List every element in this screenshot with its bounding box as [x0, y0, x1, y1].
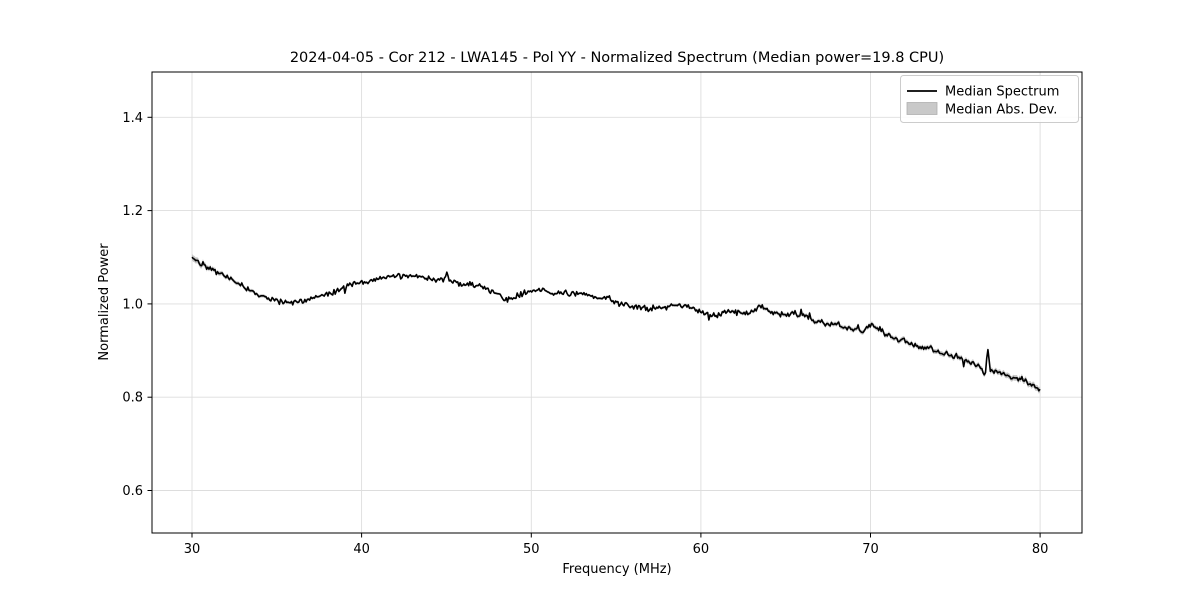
x-axis-label: Frequency (MHz)	[562, 562, 671, 577]
x-tick-label: 50	[523, 542, 540, 557]
y-tick-label: 0.6	[122, 484, 143, 499]
legend: Median Spectrum Median Abs. Dev.	[900, 75, 1079, 123]
y-tick-label: 1.4	[122, 111, 143, 126]
y-tick-label: 1.2	[122, 204, 143, 219]
legend-entry-median-spectrum: Median Spectrum	[945, 85, 1059, 100]
median-spectrum-line	[191, 256, 1041, 392]
y-tick-label: 0.8	[122, 391, 143, 406]
median-spectrum-path	[191, 256, 1041, 392]
x-tick-label: 60	[693, 542, 710, 557]
legend-box	[900, 75, 1079, 123]
chart-title: 2024-04-05 - Cor 212 - LWA145 - Pol YY -…	[290, 50, 944, 66]
axis-ticks	[147, 116, 1041, 538]
gridlines	[152, 72, 1082, 533]
x-tick-label: 30	[184, 542, 201, 557]
legend-band-sample-icon	[906, 102, 938, 115]
y-axis-label: Normalized Power	[97, 243, 112, 361]
x-tick-label: 80	[1032, 542, 1049, 557]
x-tick-label: 40	[353, 542, 370, 557]
y-tick-label: 1.0	[122, 297, 143, 312]
legend-entry-median-abs-dev: Median Abs. Dev.	[945, 103, 1057, 118]
mad-band-area	[192, 253, 1041, 394]
x-tick-label: 70	[862, 542, 879, 557]
axes-spines	[151, 71, 1083, 534]
x-tick-labels: 30 40 50 60 70 80	[184, 542, 1049, 557]
y-tick-labels: 0.6 0.8 1.0 1.2 1.4	[122, 111, 143, 499]
mad-band	[192, 253, 1041, 394]
